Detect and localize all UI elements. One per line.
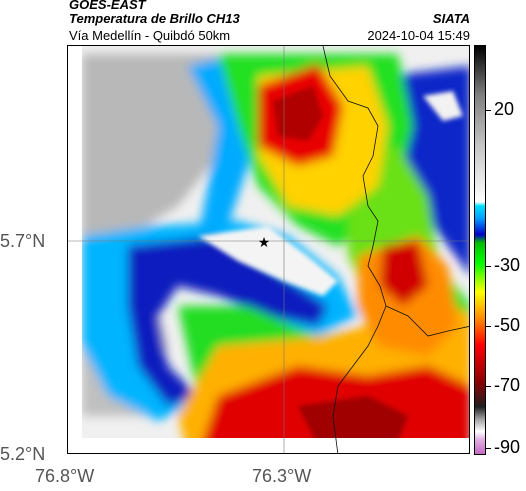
colorbar-label-minus30: -30	[494, 255, 521, 275]
colorbar-label-minus50: -50	[494, 315, 521, 335]
colorbar-tick	[486, 326, 491, 327]
no-data-left	[68, 46, 82, 453]
lat-label-bottom: 5.2°N	[0, 444, 46, 464]
convective-core-east	[380, 241, 428, 306]
department-boundary-branch	[385, 305, 469, 337]
colorbar-tick	[486, 266, 491, 267]
colorbar-gradient	[475, 46, 485, 454]
lon-label-left: 76.8°W	[35, 466, 95, 486]
map-title: Temperatura de Brillo CH13	[69, 11, 240, 26]
colorbar-tick	[486, 448, 491, 449]
colorbar-tick	[486, 386, 491, 387]
colorbar-tick	[486, 110, 491, 111]
star-marker: ★	[258, 235, 271, 251]
colorbar-label-minus70: -70	[494, 375, 521, 395]
timestamp: 2024-10-04 15:49	[367, 28, 470, 43]
warm-notch	[198, 226, 338, 296]
lon-label-middle: 76.3°W	[252, 466, 312, 486]
colorbar	[474, 45, 486, 455]
satellite-source: GOES-EAST	[69, 0, 146, 12]
department-boundary	[322, 46, 387, 453]
deep-core-north	[273, 86, 323, 141]
route-subtitle: Vía Medellín - Quibdó 50km	[69, 28, 231, 43]
organization-label: SIATA	[432, 11, 470, 26]
colorbar-label-minus90: -90	[494, 437, 521, 457]
no-data-bottom	[68, 438, 469, 453]
lat-label-top: 5.7°N	[0, 231, 46, 251]
brightness-temperature-map: ★	[67, 45, 470, 454]
colorbar-label-20: 20	[494, 99, 515, 119]
warm-zone-nw	[82, 54, 238, 246]
deep-core-south	[298, 396, 408, 446]
warm-spot-ne	[423, 91, 463, 121]
